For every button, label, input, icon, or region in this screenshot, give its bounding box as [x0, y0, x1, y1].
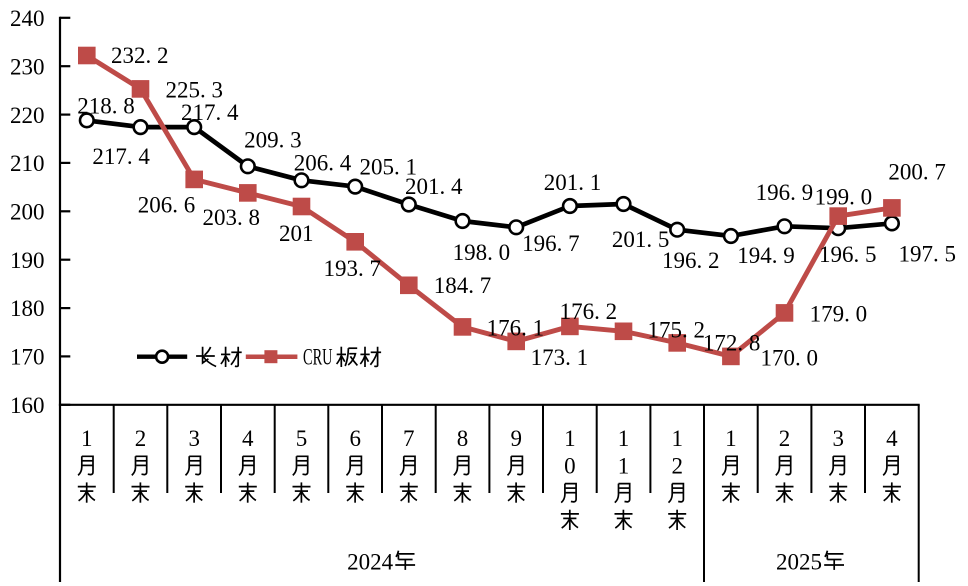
svg-text:176. 2: 176. 2 [560, 299, 618, 324]
svg-text:160: 160 [10, 393, 45, 418]
svg-text:218. 8: 218. 8 [77, 94, 135, 119]
svg-text:194. 9: 194. 9 [737, 243, 795, 268]
svg-text:2025: 2025 [776, 549, 822, 574]
svg-text:0: 0 [564, 453, 576, 478]
svg-text:209. 3: 209. 3 [244, 127, 302, 152]
svg-text:201. 1: 201. 1 [544, 170, 602, 195]
svg-text:1: 1 [564, 426, 576, 451]
svg-text:232. 2: 232. 2 [111, 43, 169, 68]
svg-text:4: 4 [242, 426, 254, 451]
svg-text:200: 200 [10, 200, 45, 225]
svg-text:230: 230 [10, 54, 45, 79]
svg-text:173. 1: 173. 1 [531, 345, 589, 370]
svg-text:2: 2 [135, 426, 147, 451]
svg-text:184. 7: 184. 7 [434, 273, 492, 298]
svg-text:2024: 2024 [347, 549, 394, 574]
svg-text:180: 180 [10, 296, 45, 321]
svg-text:CRU: CRU [303, 345, 333, 370]
svg-text:5: 5 [296, 426, 308, 451]
svg-text:196. 7: 196. 7 [522, 231, 580, 256]
svg-text:199. 0: 199. 0 [815, 184, 873, 209]
svg-text:3: 3 [832, 426, 844, 451]
svg-text:190: 190 [10, 248, 45, 273]
svg-text:206. 6: 206. 6 [138, 192, 196, 217]
svg-text:201: 201 [279, 221, 314, 246]
svg-text:4: 4 [886, 426, 898, 451]
svg-text:201. 5: 201. 5 [612, 227, 670, 252]
svg-text:205. 1: 205. 1 [359, 155, 417, 180]
svg-text:6: 6 [349, 426, 361, 451]
svg-text:176. 1: 176. 1 [487, 315, 545, 340]
svg-text:197. 5: 197. 5 [899, 242, 957, 267]
svg-text:225. 3: 225. 3 [166, 78, 224, 103]
svg-text:220: 220 [10, 103, 45, 128]
svg-text:217. 4: 217. 4 [181, 100, 239, 125]
svg-text:172. 8: 172. 8 [703, 331, 761, 356]
svg-text:179. 0: 179. 0 [810, 302, 868, 327]
svg-text:196. 2: 196. 2 [662, 248, 720, 273]
svg-text:240: 240 [10, 6, 45, 31]
svg-text:206. 4: 206. 4 [294, 151, 352, 176]
svg-text:196. 5: 196. 5 [819, 242, 877, 267]
svg-text:1: 1 [725, 426, 737, 451]
svg-text:2: 2 [779, 426, 791, 451]
svg-text:8: 8 [457, 426, 469, 451]
svg-text:3: 3 [188, 426, 200, 451]
svg-text:7: 7 [403, 426, 415, 451]
svg-text:196. 9: 196. 9 [756, 180, 814, 205]
svg-text:170: 170 [10, 345, 45, 370]
svg-text:203. 8: 203. 8 [203, 205, 261, 230]
svg-text:175. 2: 175. 2 [647, 318, 705, 343]
svg-text:200. 7: 200. 7 [888, 159, 946, 184]
svg-text:1: 1 [671, 426, 683, 451]
svg-text:198. 0: 198. 0 [453, 240, 511, 265]
svg-text:1: 1 [618, 426, 630, 451]
svg-text:1: 1 [81, 426, 93, 451]
svg-text:193. 7: 193. 7 [323, 256, 381, 281]
svg-text:9: 9 [510, 426, 522, 451]
svg-text:201. 4: 201. 4 [405, 174, 463, 199]
svg-text:210: 210 [10, 151, 45, 176]
svg-text:217. 4: 217. 4 [92, 144, 150, 169]
svg-text:1: 1 [618, 453, 630, 478]
svg-text:170. 0: 170. 0 [761, 345, 819, 370]
svg-text:2: 2 [671, 453, 683, 478]
